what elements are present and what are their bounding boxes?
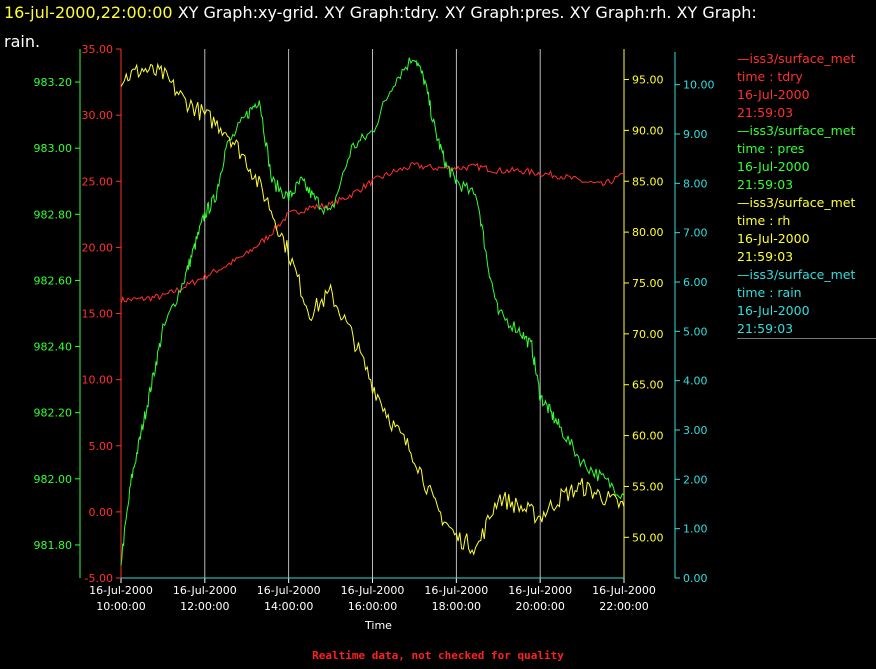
rain-tick-label: 5.00 — [683, 325, 708, 338]
rain-tick-label: 0.00 — [683, 572, 708, 585]
tdry-tick-label: -5.00 — [85, 572, 113, 585]
chart-title: 16-jul-2000,22:00:00 XY Graph:xy-grid. X… — [4, 3, 757, 22]
rh-tick-label: 65.00 — [632, 379, 664, 392]
rh-tick-label: 90.00 — [632, 124, 664, 137]
quality-warning: Realtime data, not checked for quality — [312, 649, 564, 662]
pres-tick-label: 983.00 — [34, 142, 73, 155]
x-tick-label-date: 16-Jul-2000 — [341, 584, 405, 597]
x-tick-label-time: 18:00:00 — [432, 600, 481, 613]
rain-tick-label: 9.00 — [683, 128, 708, 141]
legend-line: 21:59:03 — [737, 249, 794, 264]
x-tick-label-date: 16-Jul-2000 — [257, 584, 321, 597]
x-tick-label-date: 16-Jul-2000 — [592, 584, 656, 597]
rain-tick-label: 8.00 — [683, 177, 708, 190]
rh-tick-label: 95.00 — [632, 74, 664, 87]
legend-line: 16-Jul-2000 — [737, 159, 810, 174]
rh-tick-label: 50.00 — [632, 531, 664, 544]
rh-tick-label: 55.00 — [632, 480, 664, 493]
legend-line: time : rain — [737, 285, 802, 300]
tdry-tick-label: 25.00 — [82, 175, 114, 188]
x-tick-label-time: 22:00:00 — [599, 600, 648, 613]
pres-tick-label: 983.20 — [34, 76, 73, 89]
legend-line: —iss3/surface_met — [737, 267, 856, 282]
x-tick-label-time: 10:00:00 — [96, 600, 145, 613]
title-graph-list: XY Graph:xy-grid. XY Graph:tdry. XY Grap… — [172, 3, 757, 22]
legend-line: time : pres — [737, 141, 805, 156]
x-tick-label-time: 12:00:00 — [180, 600, 229, 613]
legend-line: time : tdry — [737, 69, 803, 84]
tdry-tick-label: 35.00 — [82, 43, 114, 56]
legend-line: 16-Jul-2000 — [737, 231, 810, 246]
legend-line: 21:59:03 — [737, 321, 794, 336]
legend-line: —iss3/surface_met — [737, 51, 856, 66]
rh-tick-label: 80.00 — [632, 226, 664, 239]
tdry-tick-label: 0.00 — [89, 506, 114, 519]
rh-series-line — [120, 62, 625, 556]
rain-tick-label: 2.00 — [683, 473, 708, 486]
rain-tick-label: 1.00 — [683, 523, 708, 536]
legend-line: 16-Jul-2000 — [737, 303, 810, 318]
pres-tick-label: 982.60 — [34, 274, 73, 287]
pres-tick-label: 982.20 — [34, 407, 73, 420]
rain-tick-label: 3.00 — [683, 424, 708, 437]
x-tick-label-time: 16:00:00 — [348, 600, 397, 613]
tdry-tick-label: 5.00 — [89, 440, 114, 453]
rain-tick-label: 4.00 — [683, 375, 708, 388]
pres-tick-label: 982.00 — [34, 473, 73, 486]
legend-line: 21:59:03 — [737, 177, 794, 192]
tdry-tick-label: 15.00 — [82, 308, 114, 321]
x-tick-label-time: 20:00:00 — [515, 600, 564, 613]
x-axis-label: Time — [364, 619, 392, 632]
pres-series-line — [120, 57, 625, 566]
rh-tick-label: 70.00 — [632, 328, 664, 341]
tdry-tick-label: 20.00 — [82, 241, 114, 254]
pres-tick-label: 982.80 — [34, 208, 73, 221]
x-tick-label-date: 16-Jul-2000 — [508, 584, 572, 597]
legend-line: 21:59:03 — [737, 105, 794, 120]
legend-line: time : rh — [737, 213, 791, 228]
x-tick-label-time: 14:00:00 — [264, 600, 313, 613]
pres-tick-label: 981.80 — [34, 539, 73, 552]
pres-tick-label: 982.40 — [34, 341, 73, 354]
legend-line: —iss3/surface_met — [737, 195, 856, 210]
tdry-series-line — [120, 162, 625, 304]
legend-divider — [737, 338, 876, 339]
x-tick-label-date: 16-Jul-2000 — [424, 584, 488, 597]
legend-line: 16-Jul-2000 — [737, 87, 810, 102]
rh-tick-label: 60.00 — [632, 430, 664, 443]
title-timestamp: 16-jul-2000,22:00:00 — [4, 3, 173, 22]
chart-title-continued: rain. — [4, 32, 41, 51]
rh-tick-label: 75.00 — [632, 277, 664, 290]
rain-tick-label: 7.00 — [683, 227, 708, 240]
rh-tick-label: 85.00 — [632, 175, 664, 188]
rain-tick-label: 10.00 — [683, 79, 715, 92]
tdry-tick-label: 30.00 — [82, 109, 114, 122]
x-tick-label-date: 16-Jul-2000 — [89, 584, 153, 597]
x-tick-label-date: 16-Jul-2000 — [173, 584, 237, 597]
rain-tick-label: 6.00 — [683, 276, 708, 289]
tdry-tick-label: 10.00 — [82, 374, 114, 387]
legend-line: —iss3/surface_met — [737, 123, 856, 138]
